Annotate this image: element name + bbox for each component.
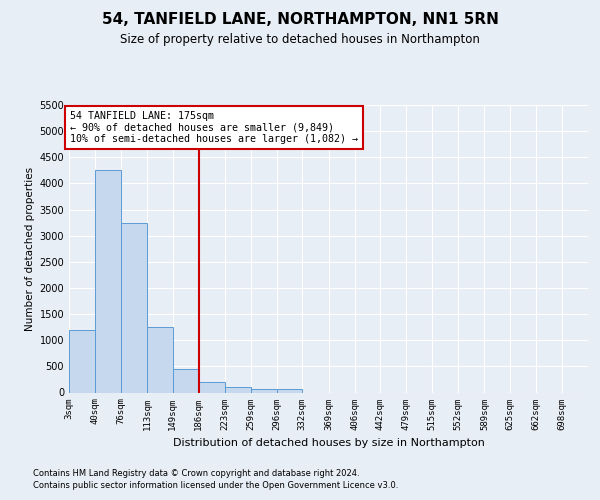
Bar: [277, 390, 302, 392]
Bar: [147, 327, 173, 392]
Bar: [173, 369, 199, 392]
Bar: [225, 388, 251, 392]
Text: 54, TANFIELD LANE, NORTHAMPTON, NN1 5RN: 54, TANFIELD LANE, NORTHAMPTON, NN1 5RN: [101, 12, 499, 28]
Text: 54 TANFIELD LANE: 175sqm
← 90% of detached houses are smaller (9,849)
10% of sem: 54 TANFIELD LANE: 175sqm ← 90% of detach…: [70, 112, 358, 144]
Y-axis label: Number of detached properties: Number of detached properties: [25, 166, 35, 331]
Bar: [121, 222, 147, 392]
Bar: [199, 382, 225, 392]
Bar: [251, 388, 277, 392]
Text: Contains public sector information licensed under the Open Government Licence v3: Contains public sector information licen…: [33, 482, 398, 490]
Bar: [69, 330, 95, 392]
Text: Distribution of detached houses by size in Northampton: Distribution of detached houses by size …: [173, 438, 485, 448]
Text: Size of property relative to detached houses in Northampton: Size of property relative to detached ho…: [120, 32, 480, 46]
Bar: [95, 170, 121, 392]
Text: Contains HM Land Registry data © Crown copyright and database right 2024.: Contains HM Land Registry data © Crown c…: [33, 470, 359, 478]
